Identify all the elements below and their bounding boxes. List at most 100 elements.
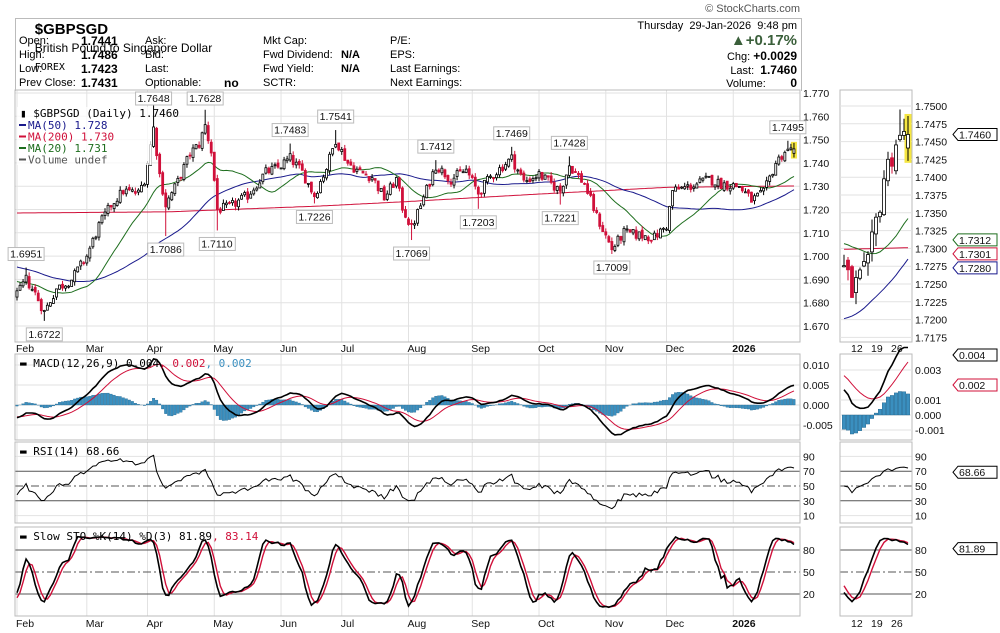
candle [507,158,511,167]
macd-histogram-bar [722,404,726,407]
candle [789,147,793,150]
macd-histogram-bar [24,402,28,406]
macd-histogram-bar [759,404,763,409]
candle [534,177,538,180]
candle [261,173,265,183]
candle [531,178,535,182]
macd-histogram-bar [613,404,617,416]
price-annotation-label: 1.7495 [772,122,804,134]
price-annotation-label: 1.7221 [544,213,576,225]
macd-histogram-bar [103,392,107,406]
mini-candle [894,144,898,172]
candle [680,186,684,189]
sto-legend-part: ▬ Slow STO %K(14) %D(3) 81.89 [20,530,212,543]
mini-price-axis-label: 1.7400 [915,172,947,184]
candle [94,236,98,239]
macd-histogram-bar [136,404,140,406]
candle [640,229,644,239]
macd-histogram-bar [777,400,781,406]
candle [294,161,298,166]
candle [577,172,580,176]
fwd-dividend-value: N/A [341,49,360,61]
legend-item: MA(20) 1.731 [28,142,107,155]
macd-histogram-bar [218,404,222,420]
mini-price-axis-label: 1.7475 [915,119,947,131]
candle [628,229,632,233]
macd-histogram-bar [258,403,262,406]
candle [765,180,769,188]
candle [282,159,286,170]
candle [555,186,559,191]
price-annotation-box [550,135,588,150]
month-label: Sep [471,343,490,355]
mini-date-label: 26 [891,343,903,355]
last-row: Last: 1.7460 [730,63,797,77]
candle [482,179,486,194]
next-earnings-label: Next Earnings: [390,77,463,89]
macd-histogram-bar [146,403,149,406]
candle [519,169,523,175]
macd-histogram-bar [774,401,778,406]
mini-candle [866,254,870,264]
macd-histogram-bar [21,403,25,406]
candle [133,191,137,194]
candle [646,236,650,242]
candle [522,172,526,181]
macd-histogram-bar [164,404,168,414]
mini-price-axis-label: 1.7375 [915,190,947,202]
candle [240,194,243,200]
macd-histogram-bar [716,404,720,406]
sto-axis-label: 50 [803,567,815,579]
mini-macd-histogram-bar [902,391,907,416]
candle [428,183,432,187]
candle [85,255,89,264]
candle [279,167,283,170]
macd-histogram-bar [510,400,514,406]
volume-row: Volume: 0 [726,76,797,90]
candle [276,162,280,168]
macd-histogram-bar [112,394,116,406]
macd-histogram-bar [197,403,201,406]
pct-change: ▲+0.17% [731,32,797,49]
mini-price-axis-label: 1.7325 [915,226,947,238]
ma20-line [16,161,795,294]
candle [489,175,492,178]
legend-item: Volume undef [28,154,107,167]
candle [558,185,562,192]
candle [643,235,647,241]
macd-histogram-bar [343,400,347,406]
month-label: Jul [341,343,354,355]
macd-histogram-bar [297,402,301,406]
candle [756,192,759,197]
candle [64,285,67,289]
macd-histogram-bar [728,404,732,408]
price-axis-label: 1.710 [803,228,829,240]
mini-candle [874,216,878,235]
macd-histogram-bar [349,403,353,406]
bid-label: Bid: [145,49,164,61]
mini-sto-tag-box [952,542,998,556]
macd-axis-label: -0.005 [803,420,833,432]
mini-date-label: 12 [851,618,863,630]
macd-histogram-bar [558,404,562,409]
macd-histogram-bar [51,404,55,407]
macd-histogram-bar [416,404,420,411]
mini-macd-histogram-bar [842,414,847,430]
sto-k-line [16,535,795,609]
candle [604,231,608,236]
last-price-label: Last: [730,65,755,77]
candle [492,177,495,180]
candle [306,182,310,185]
candle [652,232,656,241]
candle [303,170,307,184]
macd-line [16,357,795,436]
mini-macd-histogram-bar [846,414,851,431]
macd-histogram-bar [240,404,244,414]
macd-histogram-bar [221,404,225,421]
macd-histogram-bar [294,401,298,406]
macd-histogram-bar [109,393,113,406]
mini-price-tag-box [952,233,998,247]
candle [744,191,747,194]
candle [725,180,729,190]
